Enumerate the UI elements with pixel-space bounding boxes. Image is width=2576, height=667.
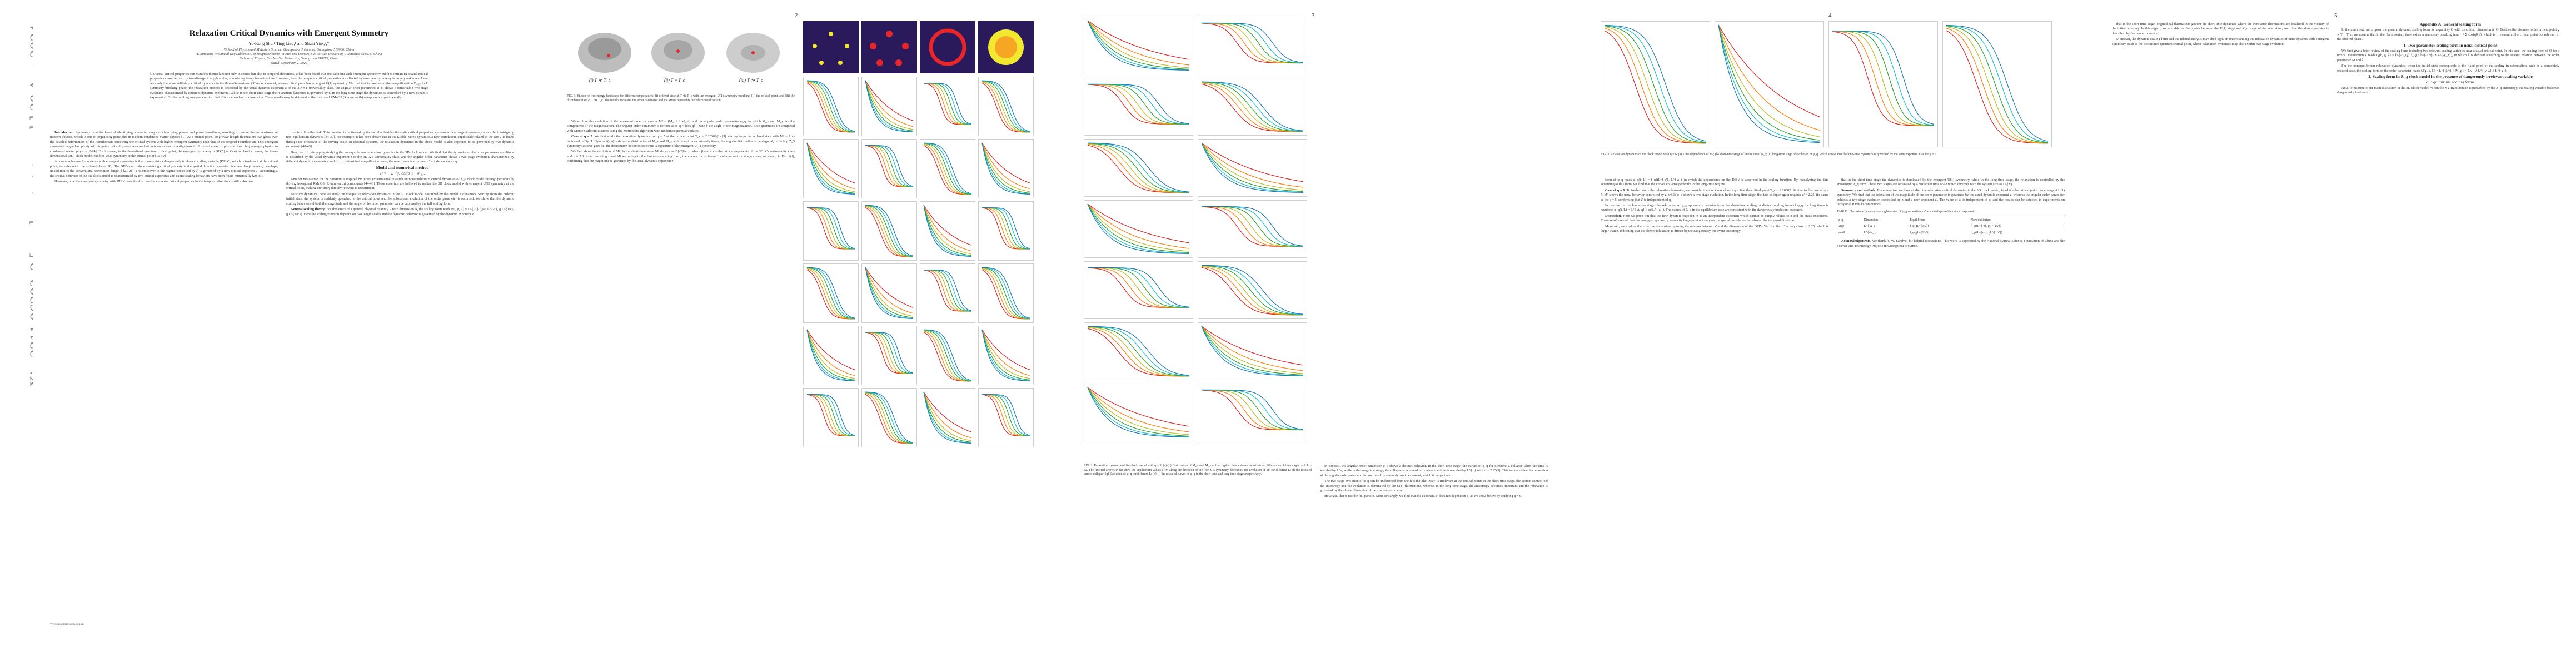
page-2: 2 (i) T ≪ T_c (ii) T = T_c (iii) T ≫ T_c… (550, 0, 1050, 667)
fig2-curve-panel (803, 77, 859, 136)
fig2-curve-panel (1198, 261, 1307, 319)
fig2-curve-panel (978, 388, 1034, 447)
table-header: φ_q (1837, 217, 1863, 223)
page2-left-column: We explore the evolution of the square o… (567, 120, 795, 163)
fig2-curve-panel (1198, 322, 1307, 380)
fig2-curve-panel (861, 326, 917, 385)
fig2-curve-panel (1084, 78, 1193, 136)
fig2-panel-d (978, 21, 1034, 73)
fig2-curve-panel (978, 326, 1034, 385)
author-list: Yu-Rong Shu,¹ Ting Liao,¹ and Shuai Yin²… (248, 41, 330, 46)
fig2-curve-panel (1084, 17, 1193, 74)
fig2-curve-panel (920, 139, 975, 198)
fig2-curve-panel (861, 201, 917, 261)
fig3-curve-panel (1942, 21, 2052, 147)
paper-title: Relaxation Critical Dynamics with Emerge… (189, 29, 389, 38)
fig2-curve-panel (1198, 139, 1307, 197)
fig2-curve-panel (803, 326, 859, 385)
fig2-curve-panel (920, 263, 975, 323)
page-number: 5 (2334, 12, 2338, 19)
fig2-curve-panel (1084, 384, 1193, 441)
page4-right-column: that in the short-time stage the dynamic… (1837, 178, 2065, 248)
fig2-curve-panel (1084, 261, 1193, 319)
page-number: 4 (1828, 12, 1832, 19)
page-5: 5 that in the short-time stage longitudi… (2101, 0, 2576, 667)
fig2-curve-panel (920, 201, 975, 261)
figure-2 (803, 21, 1037, 449)
fig2-curve-panel (1084, 139, 1193, 197)
free-energy-landscapes (578, 33, 780, 73)
fig2-curve-panel (803, 388, 859, 447)
page1-left-column: Introduction. Symmetry is at the heart o… (50, 131, 278, 184)
model-heading: Model and numerical method (376, 165, 429, 170)
figure-1: (i) T ≪ T_c (ii) T = T_c (iii) T ≫ T_c (567, 22, 795, 92)
figure-2-caption: FIG. 2. Relaxation dynamics of the clock… (1084, 464, 1312, 476)
fig3-curve-panel (1601, 21, 1710, 147)
page3-right-column: In contrast, the angular order parameter… (1320, 464, 1548, 499)
figure-2-continued (1084, 17, 1539, 450)
page-4: 4 FIG. 3. Relaxation dynamics of the clo… (1584, 0, 2084, 667)
fig2-curve-panel (1198, 200, 1307, 258)
fig2-curve-panel (920, 326, 975, 385)
fig2-curve-panel (803, 139, 859, 198)
footnote: * yinsh6@mail.sysu.edu.cn (50, 623, 84, 626)
page5-left-column: that in the short-time stage longitudina… (2112, 22, 2329, 46)
figure-1-caption: FIG. 1. Sketch of free energy landscape … (567, 94, 795, 102)
fig2-curve-panel (978, 201, 1034, 261)
page-1: Relaxation Critical Dynamics with Emerge… (33, 0, 534, 667)
page-number: 3 (1312, 12, 1315, 19)
fig2-panel-a (803, 21, 859, 73)
fig2-curve-panel (978, 77, 1034, 136)
hamiltonian-equation: H = − Σ_⟨ij⟩ cos(θ_i − θ_j), (380, 171, 425, 176)
subsection-heading: a. Equilibrium scaling forms (2426, 79, 2475, 85)
table-header: Nonequilibrium (1969, 217, 2065, 223)
fig1-label-iii: (iii) T ≫ T_c (739, 78, 763, 83)
fig3-curve-panel (1715, 21, 1824, 147)
fig3-curve-panel (1828, 21, 1938, 147)
table-header: Equilibrium (1909, 217, 1970, 223)
affiliations: ¹School of Physics and Materials Science… (196, 48, 382, 65)
fig2-curve-panel (1198, 78, 1307, 136)
fig2-curve-panel (920, 77, 975, 136)
table-1-caption: TABLE I. Two-stage dynamic scaling behav… (1837, 210, 1975, 214)
arxiv-stamp: arXiv:2311.06203v2 [cond-mat.stat-mech] … (4, 25, 45, 400)
figure-3-caption: FIG. 3. Relaxation dynamics of the clock… (1601, 153, 1937, 156)
page-3: 3 FIG. 2. Relaxation dynamics of the clo… (1067, 0, 1567, 667)
fig2-curve-panel (1084, 322, 1193, 380)
fig2-curve-panel (1084, 200, 1193, 258)
page5-right-column: Appendix A: General scaling form In the … (2337, 22, 2559, 95)
fig2-curve-panel (978, 263, 1034, 323)
fig2-curve-panel (861, 388, 917, 447)
fig1-label-i: (i) T ≪ T_c (589, 78, 611, 83)
table-header: Dimension (1862, 217, 1909, 223)
table-row: small L^{-Δ_q} f_φ(gL^{1/ν'}) f_φ(tL^{-z'}… (1837, 229, 2065, 236)
fig2-panel-c (920, 21, 975, 73)
page4-left-column: form of φ_q reads φ_q(t, L) = f_φ(tL^{-z… (1601, 178, 1828, 233)
fig2-curve-panel (1198, 17, 1307, 74)
fig2-curve-panel (978, 139, 1034, 198)
fig2-curve-panel (1198, 384, 1307, 441)
fig2-curve-panel (920, 388, 975, 447)
fig2-curve-panel (861, 263, 917, 323)
fig1-label-ii: (ii) T = T_c (664, 78, 685, 83)
fig2-panel-b (861, 21, 917, 73)
page-number: 2 (795, 12, 798, 19)
fig2-curve-panel (803, 263, 859, 323)
table-row: large L^{-Δ_q} f_φ(gL^{1/ν}) f_φ(tL^{-z}, … (1837, 223, 2065, 230)
fig2-curve-panel (803, 201, 859, 261)
figure-3 (1601, 21, 2056, 149)
appendix-title: Appendix A: General scaling form (2420, 22, 2481, 27)
table-1: φ_q Dimension Equilibrium Nonequilibrium… (1837, 217, 2065, 236)
abstract: Universal critical properties can manife… (150, 72, 428, 100)
fig2-curve-panel (861, 77, 917, 136)
page1-right-column: tion is still in the dark. This question… (286, 131, 514, 216)
fig2-curve-panel (861, 139, 917, 198)
